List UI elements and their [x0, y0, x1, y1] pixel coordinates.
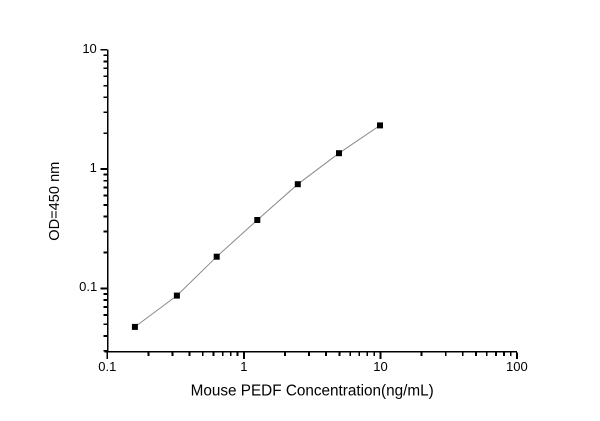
svg-text:0.1: 0.1 [98, 359, 116, 374]
svg-text:1: 1 [90, 160, 97, 175]
svg-text:100: 100 [506, 359, 528, 374]
svg-text:OD=450 nm: OD=450 nm [47, 162, 63, 241]
svg-text:0.1: 0.1 [79, 279, 97, 294]
svg-text:10: 10 [373, 359, 387, 374]
svg-text:1: 1 [240, 359, 247, 374]
svg-text:10: 10 [82, 41, 96, 56]
svg-text:Mouse PEDF Concentration(ng/mL: Mouse PEDF Concentration(ng/mL) [191, 382, 434, 399]
